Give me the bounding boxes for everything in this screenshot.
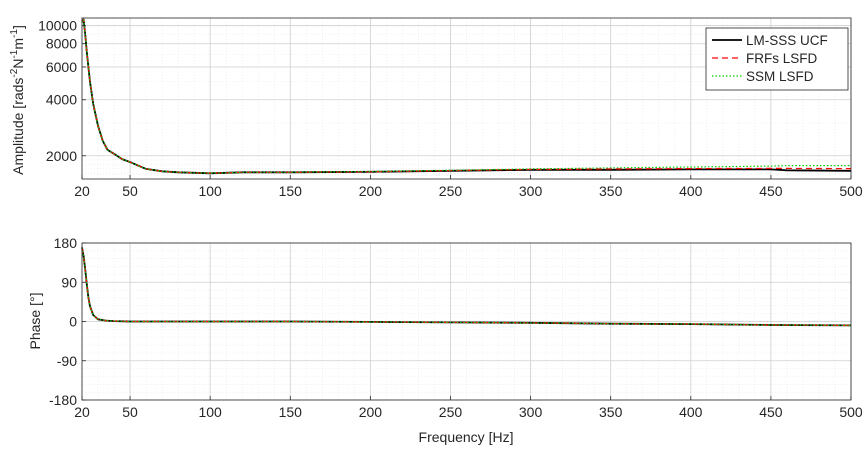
y-tick-label: 6000 (46, 59, 77, 75)
phase-y-label: Phase [°] (27, 293, 43, 350)
series-line-1 (81, 18, 852, 174)
x-tick-label: 150 (279, 183, 303, 199)
y-tick-label: 90 (61, 274, 77, 290)
x-tick-label: 350 (599, 183, 623, 199)
x-tick-label: 250 (439, 404, 463, 420)
x-tick-label: 100 (198, 183, 222, 199)
x-tick-label: 20 (74, 404, 90, 420)
axes-box (81, 17, 852, 180)
y-tick-label: 4000 (46, 92, 77, 108)
legend-label-2: SSM LSFD (746, 69, 814, 84)
y-tick-label: 2000 (46, 148, 77, 164)
y-label-superscript: -1 (9, 29, 20, 38)
x-tick-label: 350 (599, 404, 623, 420)
legend-label-0: LM-SSS UCF (746, 33, 828, 48)
x-tick-label: 100 (198, 404, 222, 420)
y-label-superscript: -1 (9, 49, 20, 58)
y-label-superscript: -2 (9, 68, 20, 77)
x-tick-label: 50 (122, 404, 138, 420)
y-label-text: ] (10, 25, 26, 29)
series-line-2 (81, 247, 852, 326)
x-tick-label: 300 (519, 404, 543, 420)
legend-box (705, 27, 849, 91)
x-tick-label: 250 (439, 183, 463, 199)
y-tick-label: 8000 (46, 36, 77, 52)
y-label-text: m (10, 38, 26, 50)
y-label-text: N (10, 59, 26, 69)
amplitude-y-label: Amplitude [rads-2N-1m-1] (9, 25, 26, 175)
x-tick-label: 500 (839, 183, 863, 199)
series-line-2 (81, 18, 851, 174)
y-tick-label: 180 (54, 235, 78, 251)
y-tick-label: -180 (49, 392, 77, 408)
x-tick-label: 150 (279, 404, 303, 420)
x-tick-label: 20 (74, 183, 90, 199)
legend: LM-SSS UCF FRFs LSFD SSM LSFD (705, 27, 849, 91)
x-tick-label: 500 (839, 404, 863, 420)
phase-panel: 20 50 100 150 200 250 300 350 400 450 500 -180 -90 0 9… (27, 235, 863, 445)
amplitude-panel: 20 50 100 150 200 250 300 350 400 450 500 2000 4000 6… (9, 17, 863, 199)
x-axis-label: Frequency [Hz] (419, 429, 514, 445)
x-tick-label: 450 (759, 183, 783, 199)
x-tick-label: 50 (122, 183, 138, 199)
x-tick-label: 400 (679, 404, 703, 420)
x-tick-label: 200 (359, 183, 383, 199)
legend-label-1: FRFs LSFD (746, 51, 818, 66)
y-tick-label: -90 (57, 353, 77, 369)
y-label-text: Amplitude [rads (10, 78, 26, 175)
x-tick-label: 450 (759, 404, 783, 420)
y-tick-label: 0 (69, 314, 77, 330)
x-tick-label: 400 (679, 183, 703, 199)
x-tick-label: 300 (519, 183, 543, 199)
x-tick-label: 200 (359, 404, 383, 420)
y-tick-label: 10000 (38, 18, 77, 34)
